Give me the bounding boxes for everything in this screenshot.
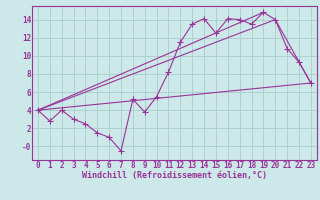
- X-axis label: Windchill (Refroidissement éolien,°C): Windchill (Refroidissement éolien,°C): [82, 171, 267, 180]
